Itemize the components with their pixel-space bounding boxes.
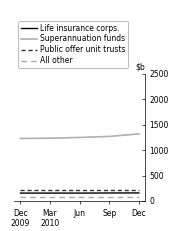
Legend: Life insurance corps., Superannuation funds, Public offer unit trusts, All other: Life insurance corps., Superannuation fu…: [18, 21, 128, 67]
Text: $b: $b: [135, 62, 145, 71]
